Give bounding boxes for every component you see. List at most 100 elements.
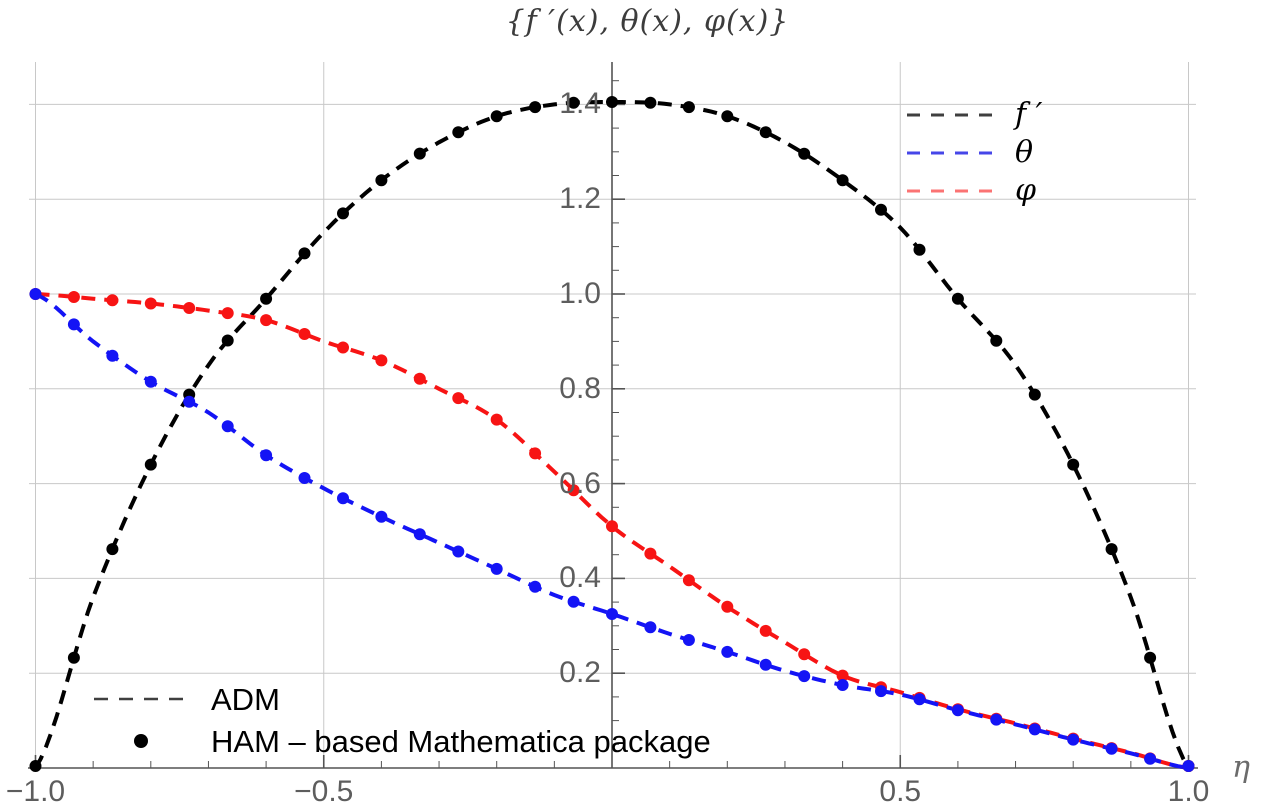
data-point-f′ [106,543,119,556]
legend-label-ham: HAM – based Mathematica package [211,723,711,759]
data-point-θ [375,510,388,523]
legend-row-fprime: f ′ [905,96,1042,134]
data-point-φ [413,372,426,385]
legend-label-adm: ADM [211,681,280,717]
legend-row-ham: HAM – based Mathematica package [88,720,711,762]
legend-label-phi: φ [1015,173,1037,208]
data-point-θ [67,318,80,331]
data-point-f′ [337,207,349,220]
data-point-φ [337,341,349,354]
x-axis-label: η [1232,750,1250,785]
phi-dash-swatch [907,189,999,193]
data-point-f′ [298,247,311,260]
data-point-φ [221,307,234,320]
data-point-f′ [644,96,657,109]
ham-dot-swatch [88,734,193,748]
data-point-φ [298,328,311,340]
data-point-φ [644,547,657,560]
data-point-φ [67,291,80,303]
data-point-θ [567,595,580,608]
y-tick-label: 1.0 [559,277,601,310]
data-point-θ [529,580,542,593]
data-point-f′ [260,292,273,305]
data-point-f′ [1105,543,1118,556]
y-tick-label: 1.2 [559,182,601,216]
dots-ham-φ [29,288,1195,772]
data-point-θ [337,492,349,505]
legend-label-fprime: f ′ [1015,97,1043,132]
data-point-θ [106,349,119,362]
data-point-θ [260,449,273,462]
data-point-f′ [221,334,234,347]
data-point-θ [413,528,426,541]
data-point-f′ [567,96,580,109]
data-point-θ [798,670,811,683]
data-point-f′ [798,147,811,160]
data-point-f′ [1144,651,1157,664]
data-point-f′ [759,126,772,139]
data-point-θ [1028,723,1041,736]
x-tick-label: −0.5 [294,775,354,808]
data-point-f′ [413,147,426,160]
dots-ham-f′ [29,96,1195,772]
y-tick-label: 0.8 [559,371,601,405]
data-point-f′ [1067,458,1080,471]
data-point-f′ [875,203,887,216]
data-point-θ [875,685,887,698]
data-point-φ [798,648,811,661]
legend-row-phi: φ [905,172,1042,210]
data-point-φ [682,574,695,587]
dot-marker-icon [133,734,148,748]
data-point-θ [682,634,695,646]
legend-label-theta: θ [1015,135,1034,170]
data-point-f′ [452,126,465,139]
legend-methods: ADM HAM – based Mathematica package [88,678,711,762]
data-point-f′ [721,110,734,123]
x-tick-label: 0.5 [879,775,922,808]
adm-dash-swatch [88,695,193,703]
data-point-f′ [682,101,695,114]
data-point-f′ [490,110,503,123]
data-point-f′ [144,458,157,471]
data-point-f′ [67,651,80,664]
data-point-θ [836,679,849,691]
data-point-θ [144,375,157,388]
data-point-θ [490,562,503,575]
data-point-f′ [990,334,1003,347]
data-point-φ [106,294,119,307]
legend-series: f ′ θ φ [905,96,1042,210]
data-point-φ [260,314,273,327]
data-point-φ [759,624,772,637]
data-point-φ [567,484,580,497]
data-point-θ [721,645,734,658]
data-point-θ [951,704,964,717]
data-point-φ [606,520,618,533]
data-point-θ [759,658,772,671]
data-point-f′ [529,101,542,114]
data-point-θ [183,395,196,408]
data-point-f′ [375,174,388,187]
y-tick-label: 0.6 [559,466,601,500]
chart-title: {f ′(x), θ(x), φ(x)} [505,4,790,39]
data-point-φ [144,297,157,310]
data-point-φ [490,413,503,426]
data-point-φ [375,354,388,367]
fprime-dash-swatch [907,113,999,117]
data-point-θ [990,713,1003,726]
data-point-θ [913,693,926,706]
data-point-f′ [606,96,618,108]
x-tick-label: −1.0 [5,775,66,808]
theta-dash-swatch [907,151,999,155]
y-tick-label: 1.4 [559,87,601,121]
data-point-θ [606,608,618,620]
y-tick-label: 0.2 [559,656,601,690]
data-point-φ [721,600,734,613]
data-point-f′ [913,243,926,256]
data-point-f′ [836,174,849,187]
data-point-θ [644,621,657,634]
data-point-φ [836,669,849,682]
data-point-φ [183,302,196,314]
y-tick-label: 0.4 [559,561,601,595]
